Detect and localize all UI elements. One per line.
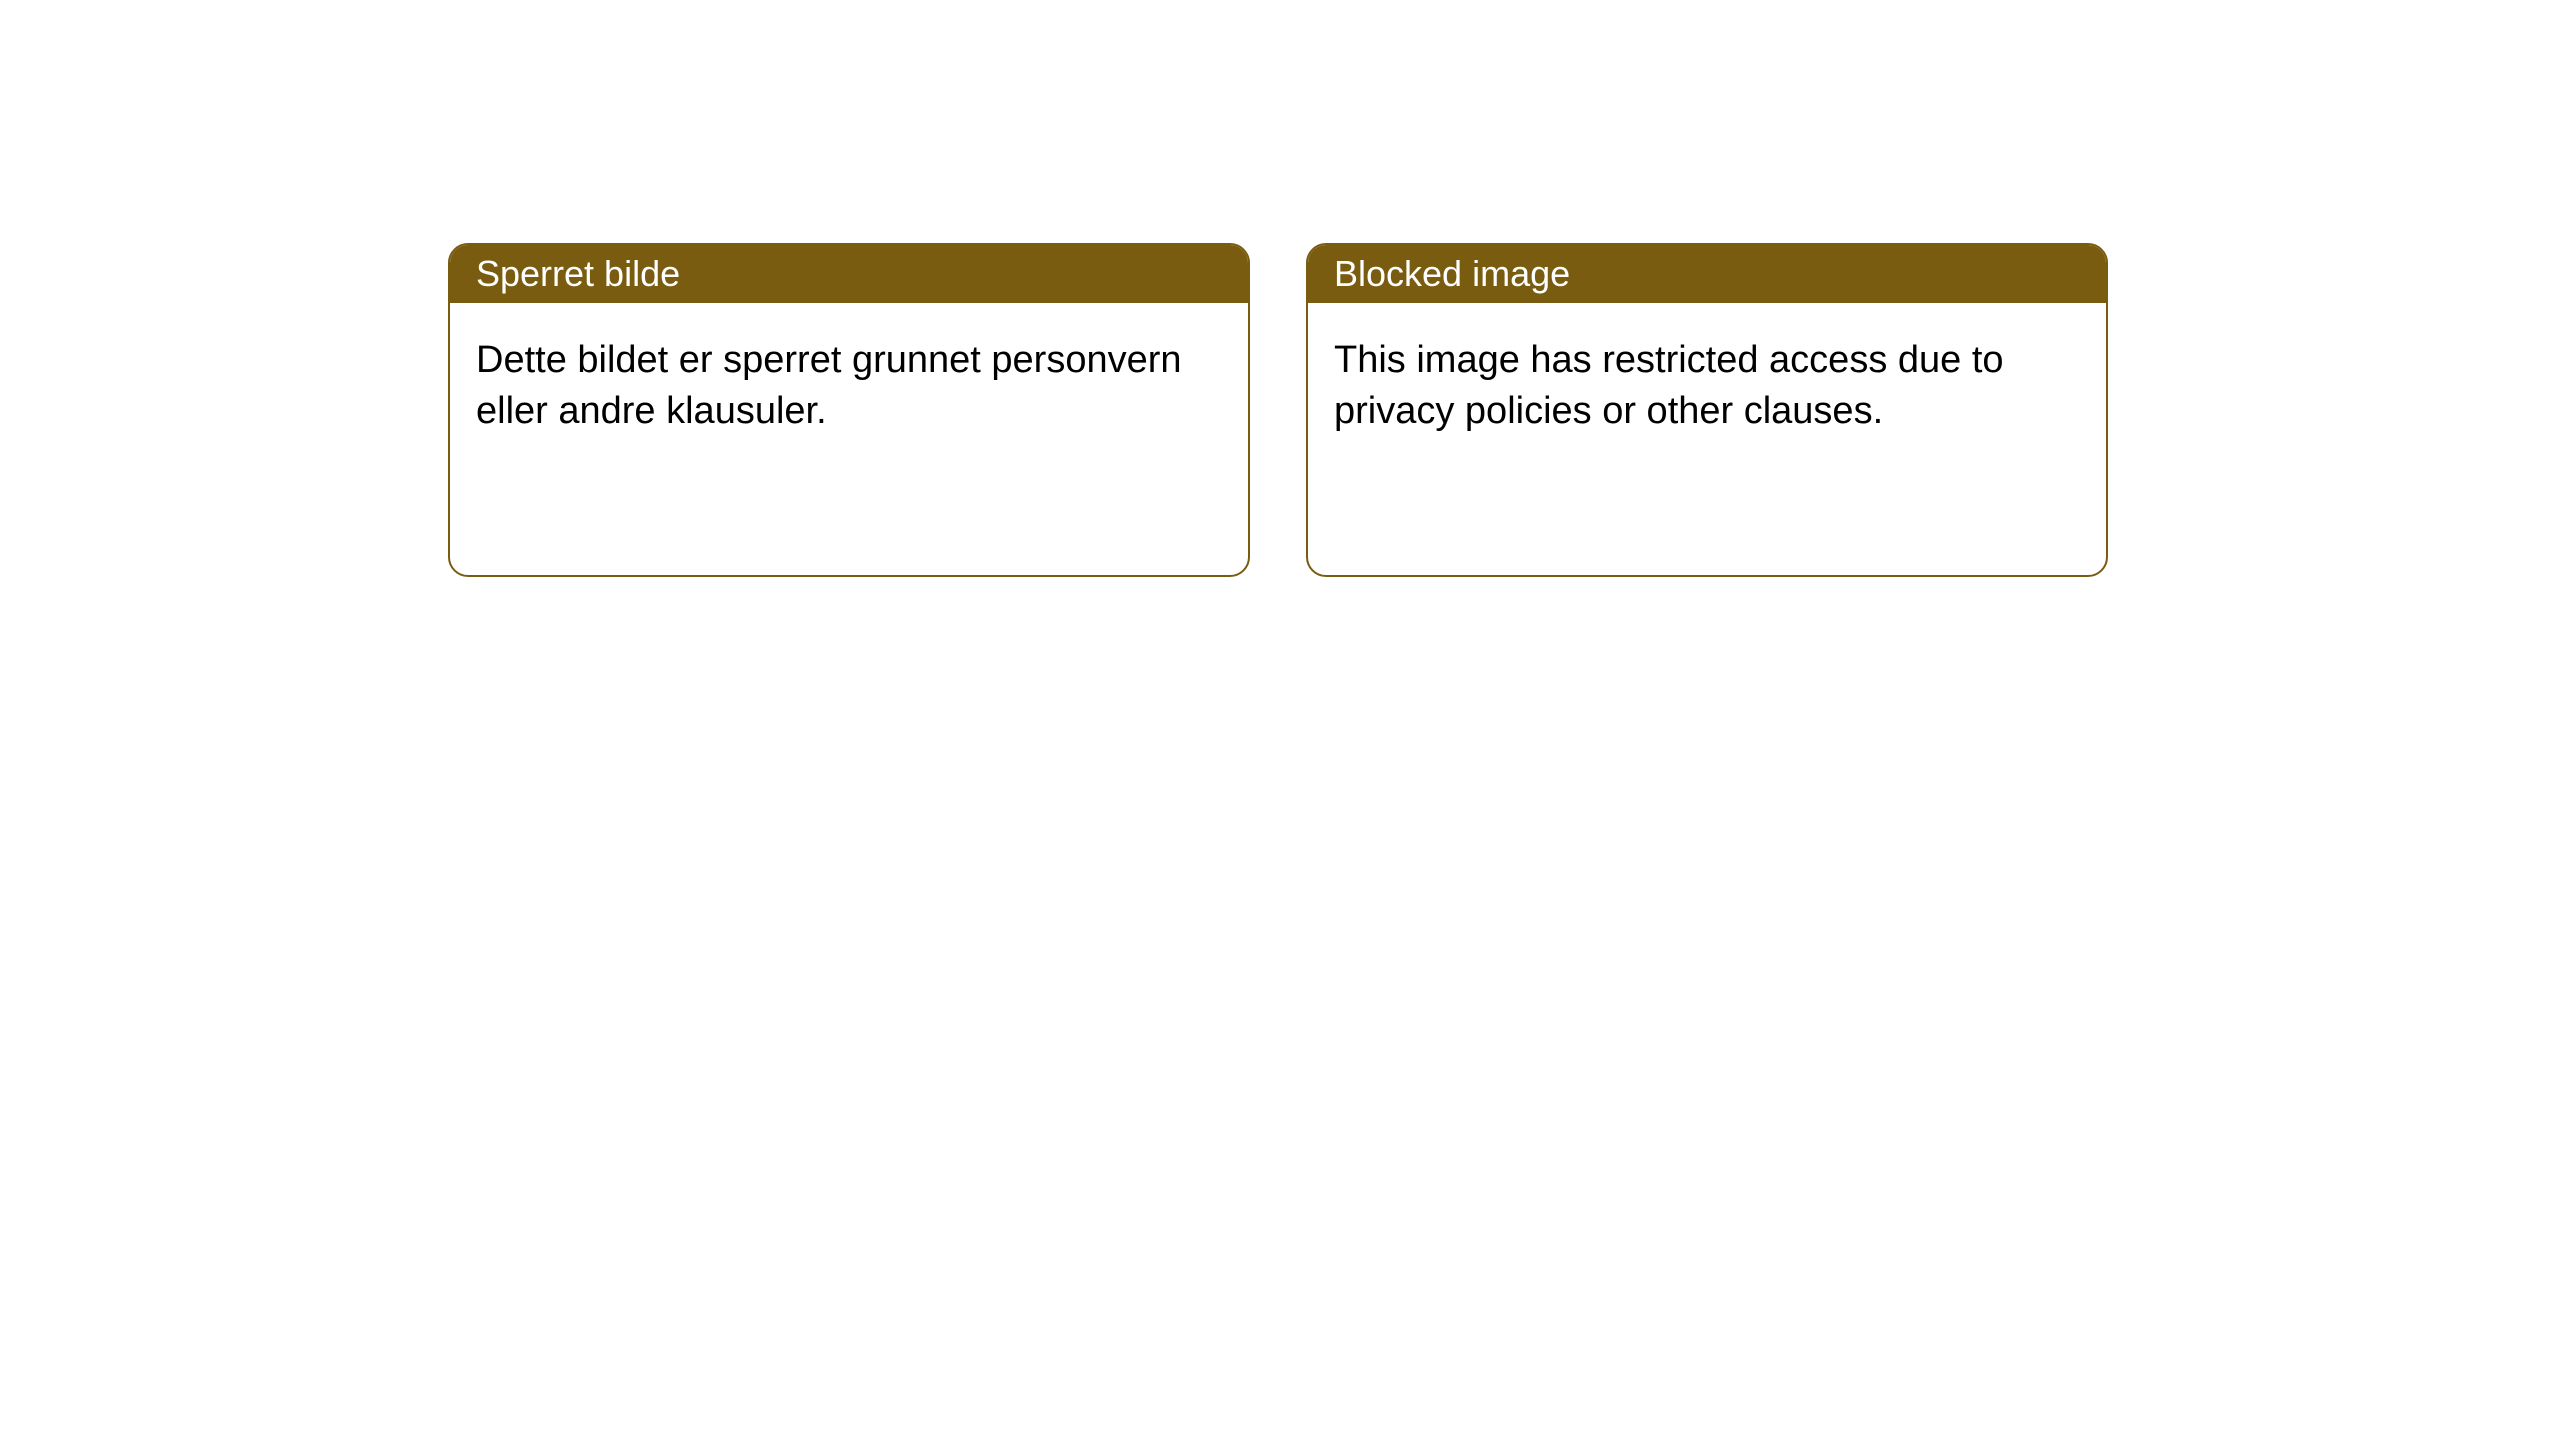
card-body: Dette bildet er sperret grunnet personve… <box>450 303 1248 575</box>
card-header: Sperret bilde <box>450 245 1248 303</box>
card-body-text: This image has restricted access due to … <box>1334 339 2004 432</box>
card-header: Blocked image <box>1308 245 2106 303</box>
notice-card-norwegian: Sperret bilde Dette bildet er sperret gr… <box>448 243 1250 577</box>
notice-container: Sperret bilde Dette bildet er sperret gr… <box>448 243 2108 577</box>
card-body-text: Dette bildet er sperret grunnet personve… <box>476 339 1182 432</box>
card-title: Sperret bilde <box>476 253 680 294</box>
notice-card-english: Blocked image This image has restricted … <box>1306 243 2108 577</box>
card-body: This image has restricted access due to … <box>1308 303 2106 575</box>
card-title: Blocked image <box>1334 253 1570 294</box>
